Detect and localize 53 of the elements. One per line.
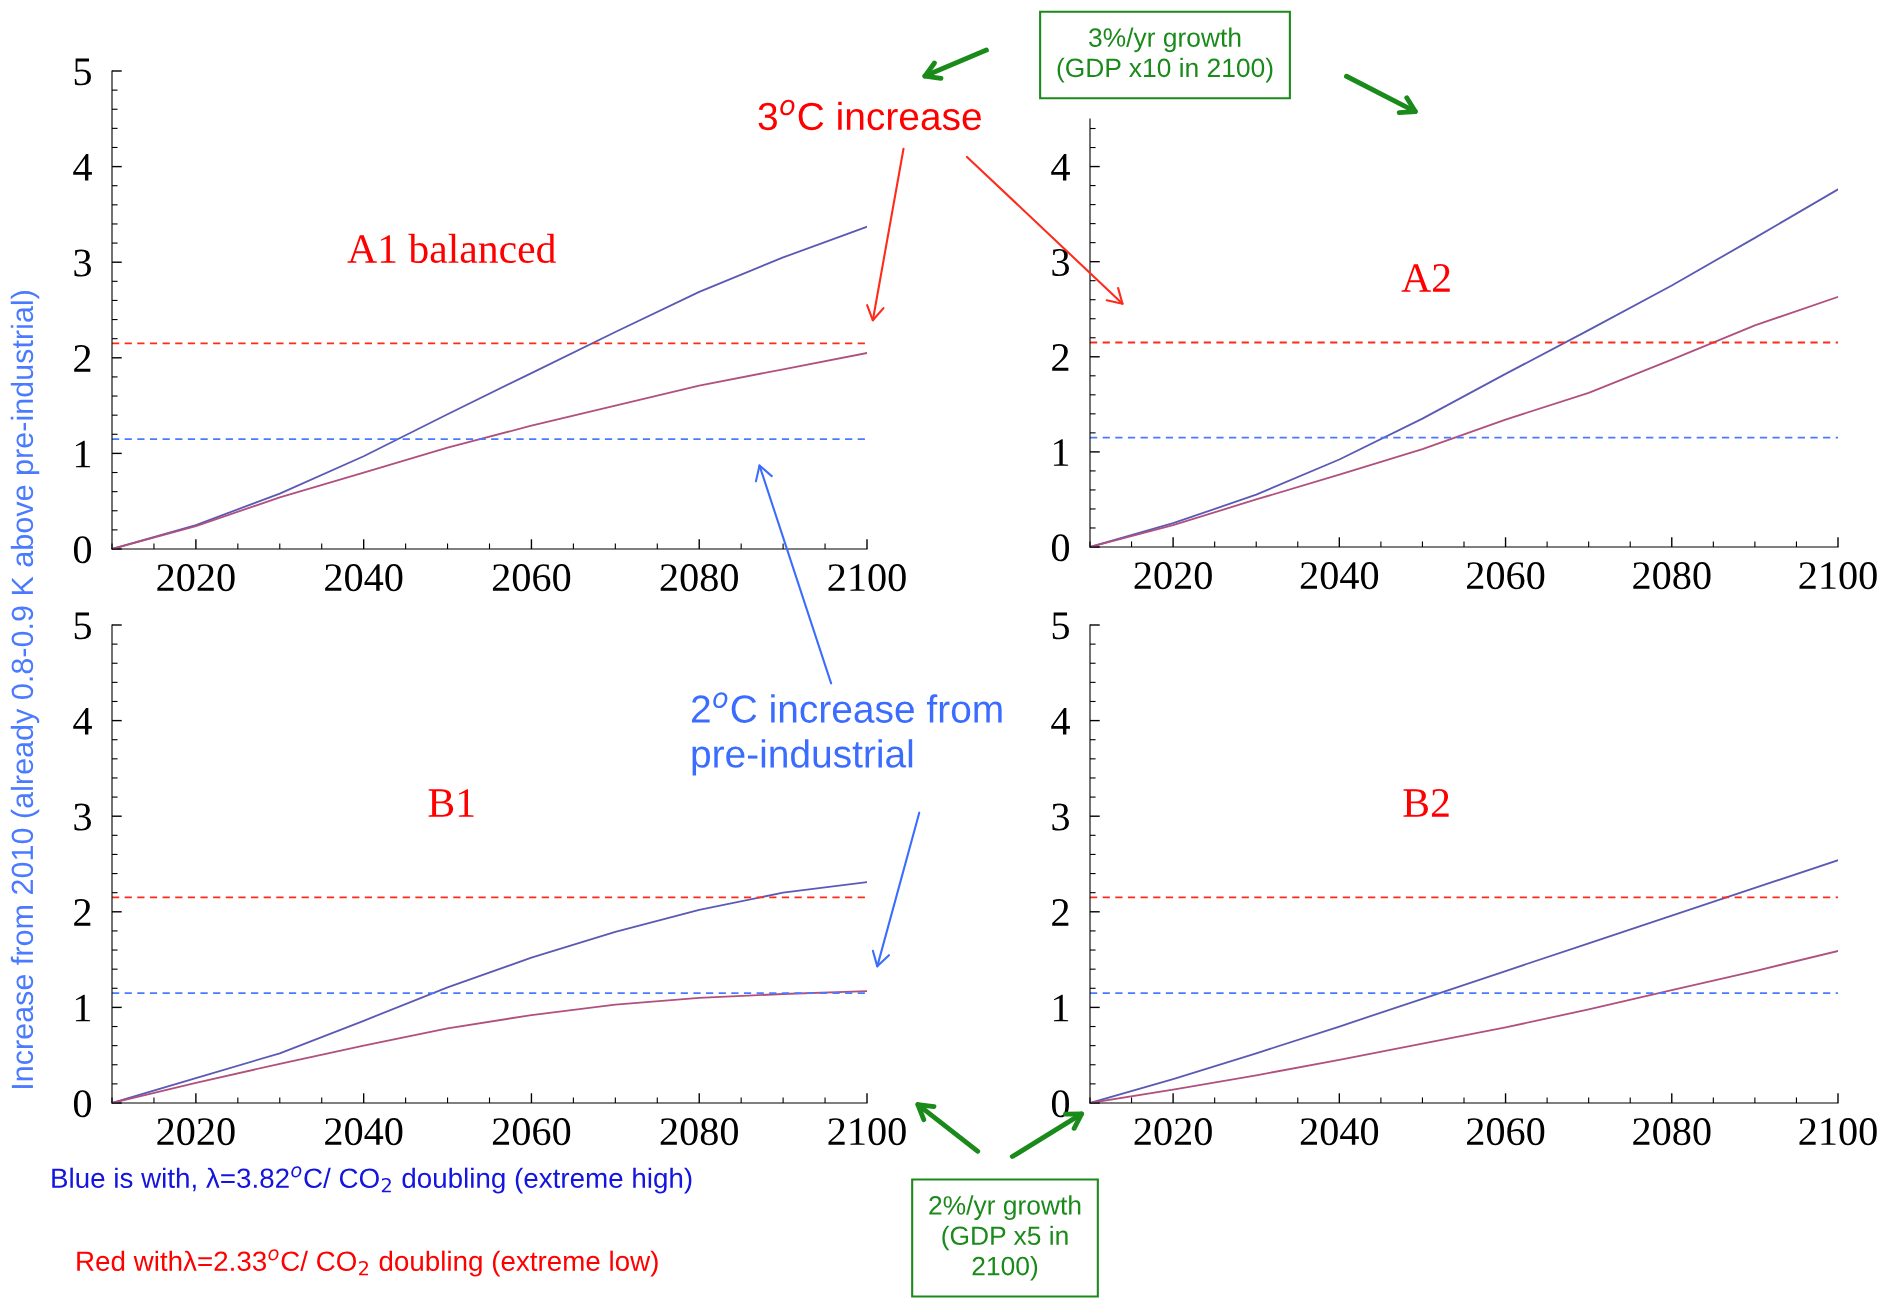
text: 2%/yr growth (GDP x5 in 2100) — [929, 1195, 1081, 1281]
y-tick-label: 0 — [73, 1090, 92, 1118]
y-tick-label: 1 — [75, 994, 91, 1022]
y-tick-label: 4 — [1051, 154, 1070, 181]
x-tick-label: 2080 — [660, 1118, 738, 1146]
x-tick-label: 2040 — [325, 564, 403, 592]
text: A2 — [1401, 264, 1450, 292]
x-tick-label: 2100 — [828, 564, 906, 592]
x-tick-label: 2020 — [1134, 562, 1212, 590]
y-tick-label: 5 — [74, 58, 91, 86]
x-tick-label: 2040 — [1300, 1118, 1379, 1146]
x-tick-label: 2080 — [1633, 562, 1711, 590]
x-tick-label: 2100 — [828, 1118, 906, 1146]
annotation: 3$^{o}$C increase — [758, 99, 981, 131]
text: A1 balanced — [347, 233, 556, 264]
x-tick-label: 2100 — [1799, 1118, 1877, 1146]
x-tick-label: 2020 — [1134, 1118, 1212, 1146]
x-tick-label: 2040 — [325, 1118, 403, 1146]
y-tick-label: 3 — [1052, 248, 1069, 277]
y-tick-label: 4 — [1051, 708, 1070, 735]
x-tick-label: 2080 — [1633, 1118, 1711, 1146]
text: B1 — [428, 789, 474, 817]
x-tick-label: 2060 — [492, 1118, 571, 1146]
y-tick-label: 2 — [74, 899, 91, 926]
x-tick-label: 2060 — [492, 564, 571, 592]
x-tick-label: 2080 — [660, 564, 738, 592]
y-tick-label: 0 — [1051, 534, 1070, 562]
y-tick-label: 3 — [74, 803, 91, 831]
x-tick-label: 2020 — [157, 564, 235, 592]
x-tick-label: 2060 — [1467, 1118, 1545, 1146]
y-tick-label: 4 — [73, 708, 92, 735]
y-tick-label: 3 — [1052, 803, 1069, 831]
y-tick-label: 2 — [1052, 899, 1069, 926]
x-tick-label: 2040 — [1300, 562, 1379, 590]
y-axis-title: Increase from 2010 (already 0.8-0.9 K above pre-industrial) — [10, 291, 40, 1088]
y-tick-label: 4 — [73, 154, 92, 181]
y-tick-label: 5 — [74, 612, 91, 640]
text: Blue is with, λ=3.82$^{o}$C/ CO$_{2}$ doubling (extreme high) — [52, 1166, 692, 1194]
x-tick-label: 2020 — [157, 1118, 235, 1146]
y-tick-label: 1 — [75, 440, 91, 468]
y-tick-label: 1 — [1053, 994, 1069, 1022]
text: B2 — [1403, 789, 1449, 817]
annotation: 2$^{o}$C increase from pre-industrial — [691, 692, 1002, 776]
y-tick-label: 2 — [74, 345, 91, 372]
y-tick-label: 1 — [1053, 439, 1069, 466]
y-tick-label: 2 — [1052, 344, 1069, 371]
y-tick-label: 0 — [73, 536, 92, 564]
x-tick-label: 2100 — [1799, 562, 1877, 590]
text: 3%/yr growth (GDP x10 in 2100) — [1057, 27, 1273, 83]
y-tick-label: 5 — [1052, 612, 1069, 640]
y-tick-label: 3 — [74, 249, 91, 277]
x-tick-label: 2060 — [1467, 562, 1545, 590]
text: Red withλ=2.33$^{o}$C/ CO$_{2}$ doubling (extreme low) — [77, 1249, 658, 1277]
